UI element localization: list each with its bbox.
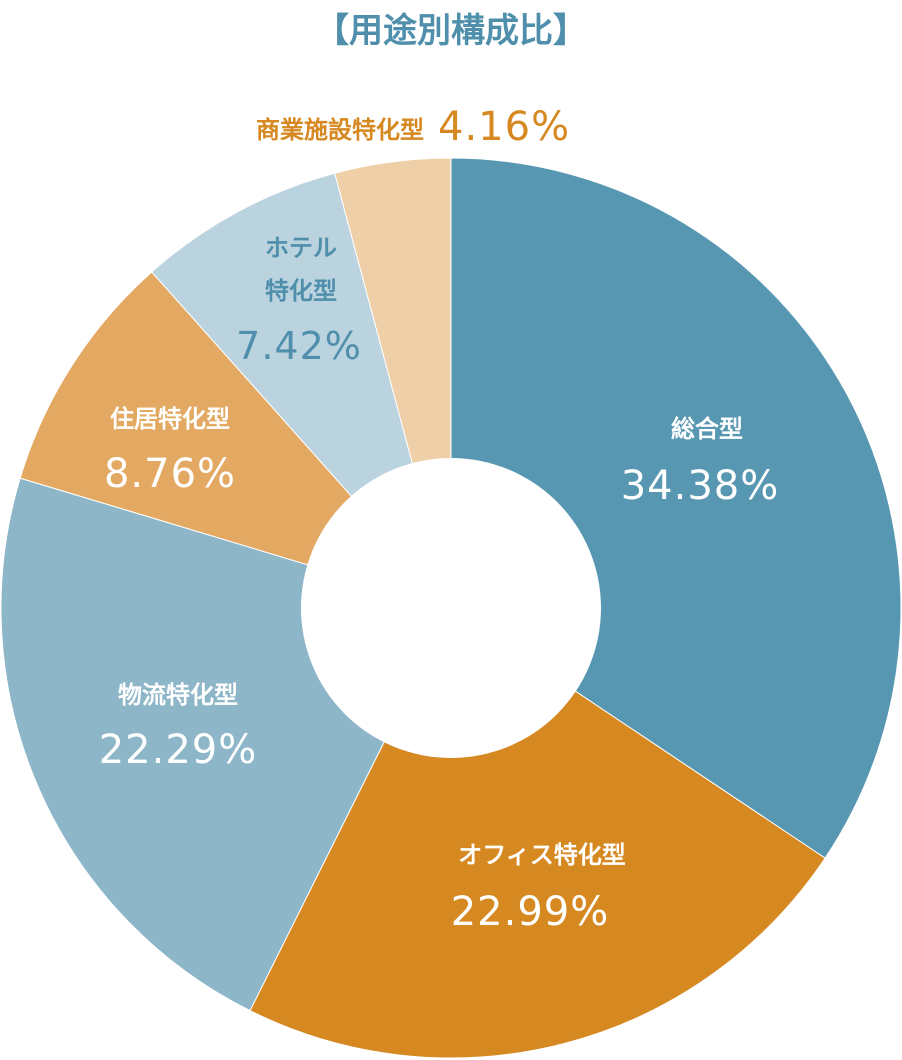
slice-value-commercial: 4.16% [438,104,570,150]
slice-value-residential: 8.76% [104,451,236,497]
chart-title: 【用途別構成比】 [315,11,587,51]
slice-value-hotel: 7.42% [236,324,362,368]
slice-value-sogo: 34.38% [621,463,780,509]
slice-label-logistics: 物流特化型 [118,681,238,709]
donut-hole [301,458,601,758]
slice-label-residential: 住居特化型 [110,405,230,433]
slice-label-hotel-line2: 特化型 [265,277,337,305]
slice-label-hotel-line1: ホテル [265,234,337,262]
slice-value-logistics: 22.29% [99,727,258,773]
slice-label-commercial: 商業施設特化型 [256,116,424,144]
slice-value-office: 22.99% [451,889,610,935]
slice-label-office: オフィス特化型 [458,841,626,869]
slice-label-sogo: 総合型 [671,415,743,443]
slice-office [249,607,826,1059]
